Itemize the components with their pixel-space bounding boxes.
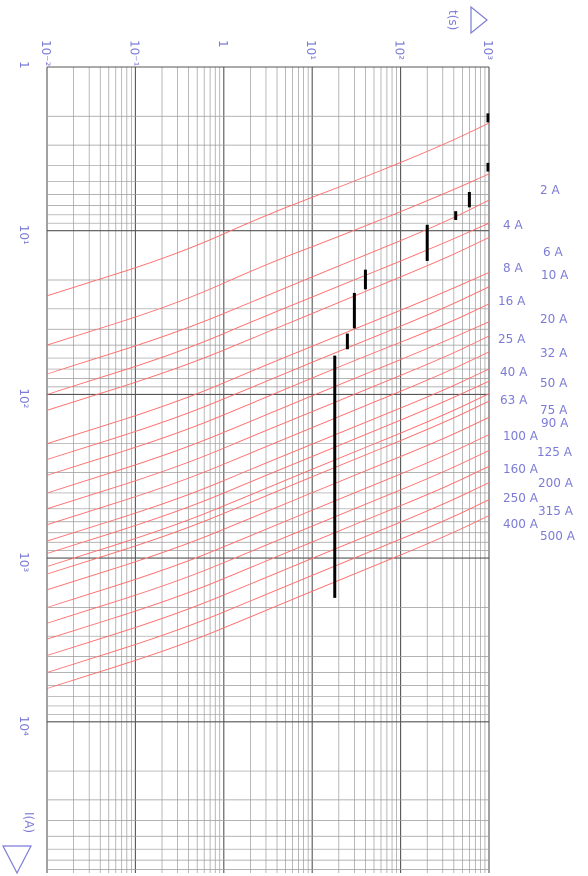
curve-75a xyxy=(46,380,490,554)
curve-label: 4 A xyxy=(503,218,523,232)
curve-32a xyxy=(46,321,490,494)
curve-label: 75 A xyxy=(540,403,568,417)
current-tick-label: 10² xyxy=(17,388,31,408)
curve-label: 250 A xyxy=(503,491,539,505)
current-tick-label: 10¹ xyxy=(17,225,31,245)
curve-16a xyxy=(46,272,490,445)
curve-label: 6 A xyxy=(543,245,563,259)
curve-label: 125 A xyxy=(537,445,573,459)
time-tick-label: 10⁻¹ xyxy=(127,40,141,67)
curve-label: 315 A xyxy=(538,504,574,518)
curve-50a xyxy=(46,351,490,526)
curve-label: 20 A xyxy=(540,312,568,326)
curve-500a xyxy=(46,515,490,689)
curve-4a xyxy=(46,173,490,346)
time-tick-label: 1 xyxy=(216,40,230,48)
curve-label: 90 A xyxy=(541,416,569,430)
curve-10a xyxy=(46,237,490,411)
time-tick-label: 10³ xyxy=(481,40,495,60)
markers xyxy=(333,113,490,598)
curve-25a xyxy=(46,303,490,476)
curve-label: 40 A xyxy=(500,365,528,379)
current-axis-label: I(A) xyxy=(22,812,36,833)
curve-160a xyxy=(46,434,490,608)
curve-315a xyxy=(46,482,490,656)
curve-20a xyxy=(46,286,490,460)
time-axis-label: t(s) xyxy=(446,10,460,30)
curve-40a xyxy=(46,335,490,510)
curve-400a xyxy=(46,499,490,673)
curve-label: 200 A xyxy=(538,476,574,490)
curve-63a xyxy=(46,368,490,542)
curve-125a xyxy=(46,416,490,591)
curve-label: 2 A xyxy=(540,183,560,197)
curve-label: 160 A xyxy=(503,462,539,476)
time-tick-label: 10¹ xyxy=(304,40,318,60)
curve-90a xyxy=(46,393,490,567)
curve-label: 25 A xyxy=(498,332,526,346)
curve-label: 63 A xyxy=(500,393,528,407)
labels: 10⁻² 10⁻¹ 1 10¹ 10² 10³ 1 10¹ 10² 10³ 10⁴ 2 A 4 A 6 A… xyxy=(17,40,576,736)
curve-6a xyxy=(46,199,490,375)
curve-200a xyxy=(46,450,490,624)
current-tick-label: 1 xyxy=(17,61,31,69)
time-tick-label: 10² xyxy=(393,40,407,60)
current-axis-arrow-icon xyxy=(2,845,32,875)
curve-label: 10 A xyxy=(541,268,569,282)
current-tick-label: 10³ xyxy=(17,552,31,572)
curve-label: 100 A xyxy=(503,429,539,443)
curve-250a xyxy=(46,465,490,640)
curve-2a xyxy=(46,122,490,297)
curve-label: 500 A xyxy=(540,529,576,543)
curve-100a xyxy=(46,400,490,575)
curve-8a xyxy=(46,222,490,395)
curve-label: 32 A xyxy=(540,346,568,360)
current-tick-label: 10⁴ xyxy=(17,716,31,736)
curve-label: 8 A xyxy=(503,261,523,275)
curve-label: 50 A xyxy=(540,376,568,390)
fuse-curves xyxy=(46,122,490,689)
curve-label: 400 A xyxy=(503,517,539,531)
time-axis-arrow-icon xyxy=(470,5,488,35)
time-tick-label: 10⁻² xyxy=(39,40,53,67)
curve-label: 16 A xyxy=(498,294,526,308)
grid xyxy=(46,66,490,873)
